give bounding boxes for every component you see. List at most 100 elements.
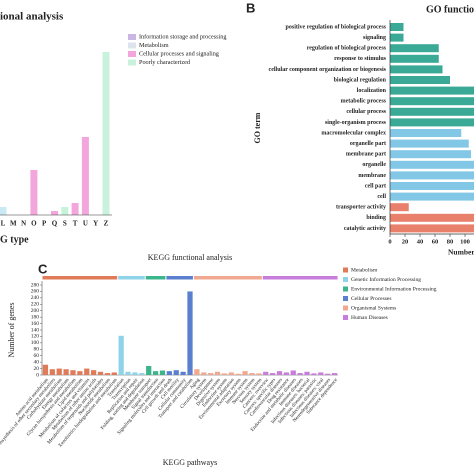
x-tick-label: S	[63, 220, 67, 228]
legend-label: Organismal Systems	[351, 305, 396, 311]
y-axis-label: Number of genes	[7, 302, 16, 357]
bar	[81, 137, 89, 215]
legend-label: Environmental Information Processing	[351, 285, 437, 292]
bar	[390, 65, 443, 74]
bar	[390, 23, 404, 31]
y-tick-label: cellular process	[346, 109, 386, 115]
chart-title: ional analysis	[0, 11, 64, 23]
bar	[71, 203, 79, 215]
y-tick-label: 180	[31, 314, 40, 320]
bar	[84, 368, 90, 375]
bar	[91, 370, 97, 375]
bar	[276, 371, 283, 375]
bar	[61, 207, 69, 215]
y-tick-label: metabolic process	[341, 99, 387, 105]
bar	[304, 371, 310, 375]
x-tick-label: N	[21, 220, 26, 228]
bar	[56, 368, 62, 375]
x-axis-label: KEGG pathways	[163, 458, 217, 467]
bar	[111, 372, 117, 375]
legend-label: Genetic Information Processing	[351, 276, 421, 283]
bar	[194, 369, 200, 375]
x-tick-label: Z	[104, 220, 109, 228]
legend-label: Cellular Processes	[351, 296, 391, 302]
y-tick-label: macromolecular complex	[321, 130, 386, 136]
bar	[214, 371, 221, 375]
x-axis-label: Number	[448, 248, 474, 257]
legend-swatch	[343, 296, 348, 301]
bar	[390, 129, 462, 137]
y-tick-label: 60	[34, 353, 40, 359]
y-tick-label: 80	[34, 347, 40, 353]
y-tick-label: cellular component organization or bioge…	[269, 67, 387, 73]
bar	[325, 373, 331, 375]
group-band	[193, 276, 262, 280]
y-tick-label: organelle	[362, 162, 386, 168]
bar	[311, 373, 317, 375]
bar	[0, 207, 7, 215]
legend-swatch	[343, 315, 348, 320]
bar	[152, 371, 159, 375]
y-tick-label: positive regulation of biological proces…	[286, 24, 387, 30]
y-tick-label: 120	[31, 334, 40, 340]
legend-swatch	[343, 286, 348, 292]
bar	[390, 224, 474, 233]
bar	[235, 373, 241, 375]
bar	[146, 366, 152, 375]
bar	[97, 371, 104, 375]
bar	[390, 44, 439, 53]
y-tick-label: 20	[34, 366, 40, 372]
legend-label: Poorly characterized	[139, 59, 191, 66]
legend-swatch	[343, 267, 348, 273]
bar	[104, 373, 111, 375]
bar	[390, 139, 469, 148]
bar	[125, 371, 131, 375]
bar	[249, 373, 255, 375]
bar	[49, 369, 55, 375]
bar	[51, 211, 58, 215]
group-band	[42, 276, 118, 280]
legend-swatch	[128, 42, 136, 49]
x-tick-label: 40	[417, 238, 424, 245]
y-tick-label: 220	[31, 302, 40, 308]
y-tick-label: 40	[34, 359, 40, 365]
bar	[269, 373, 276, 375]
bar	[173, 370, 179, 375]
x-tick-label: 100	[460, 238, 470, 245]
x-tick-label: O	[31, 220, 37, 228]
y-tick-label: single-organism process	[325, 120, 387, 126]
x-tick-label: Q	[52, 220, 58, 228]
x-tick-label: T	[73, 220, 78, 228]
bar	[132, 372, 138, 375]
bar	[263, 371, 269, 375]
bar	[139, 373, 145, 375]
y-tick-label: response to stimulus	[334, 56, 387, 62]
y-axis-label: GO term	[253, 112, 262, 143]
y-tick-label: cell	[377, 194, 386, 200]
x-axis-label: G type	[0, 234, 29, 245]
bar	[30, 170, 38, 215]
legend-label: Human Diseases	[351, 315, 388, 321]
legend-label: Metabolism	[351, 267, 378, 273]
bar	[180, 371, 186, 375]
bar	[390, 182, 474, 190]
legend-label: Cellular processes and signaling	[139, 50, 219, 57]
bar	[63, 369, 69, 375]
bar	[42, 364, 49, 375]
x-tick-label: 20	[402, 238, 409, 245]
y-tick-label: membrane	[358, 173, 386, 179]
bar	[390, 203, 409, 212]
bar	[102, 52, 110, 215]
y-tick-label: 260	[31, 289, 40, 295]
bar	[70, 370, 76, 375]
bar	[118, 335, 124, 375]
bar	[390, 213, 474, 222]
y-tick-label: organelle part	[350, 141, 386, 147]
bar	[390, 54, 439, 63]
bar	[390, 33, 404, 42]
bar	[242, 371, 248, 375]
y-tick-label: membrane part	[346, 152, 386, 158]
y-tick-label: 0	[36, 372, 39, 378]
bar	[390, 76, 450, 84]
y-tick-label: regulation of biological process	[307, 46, 387, 52]
